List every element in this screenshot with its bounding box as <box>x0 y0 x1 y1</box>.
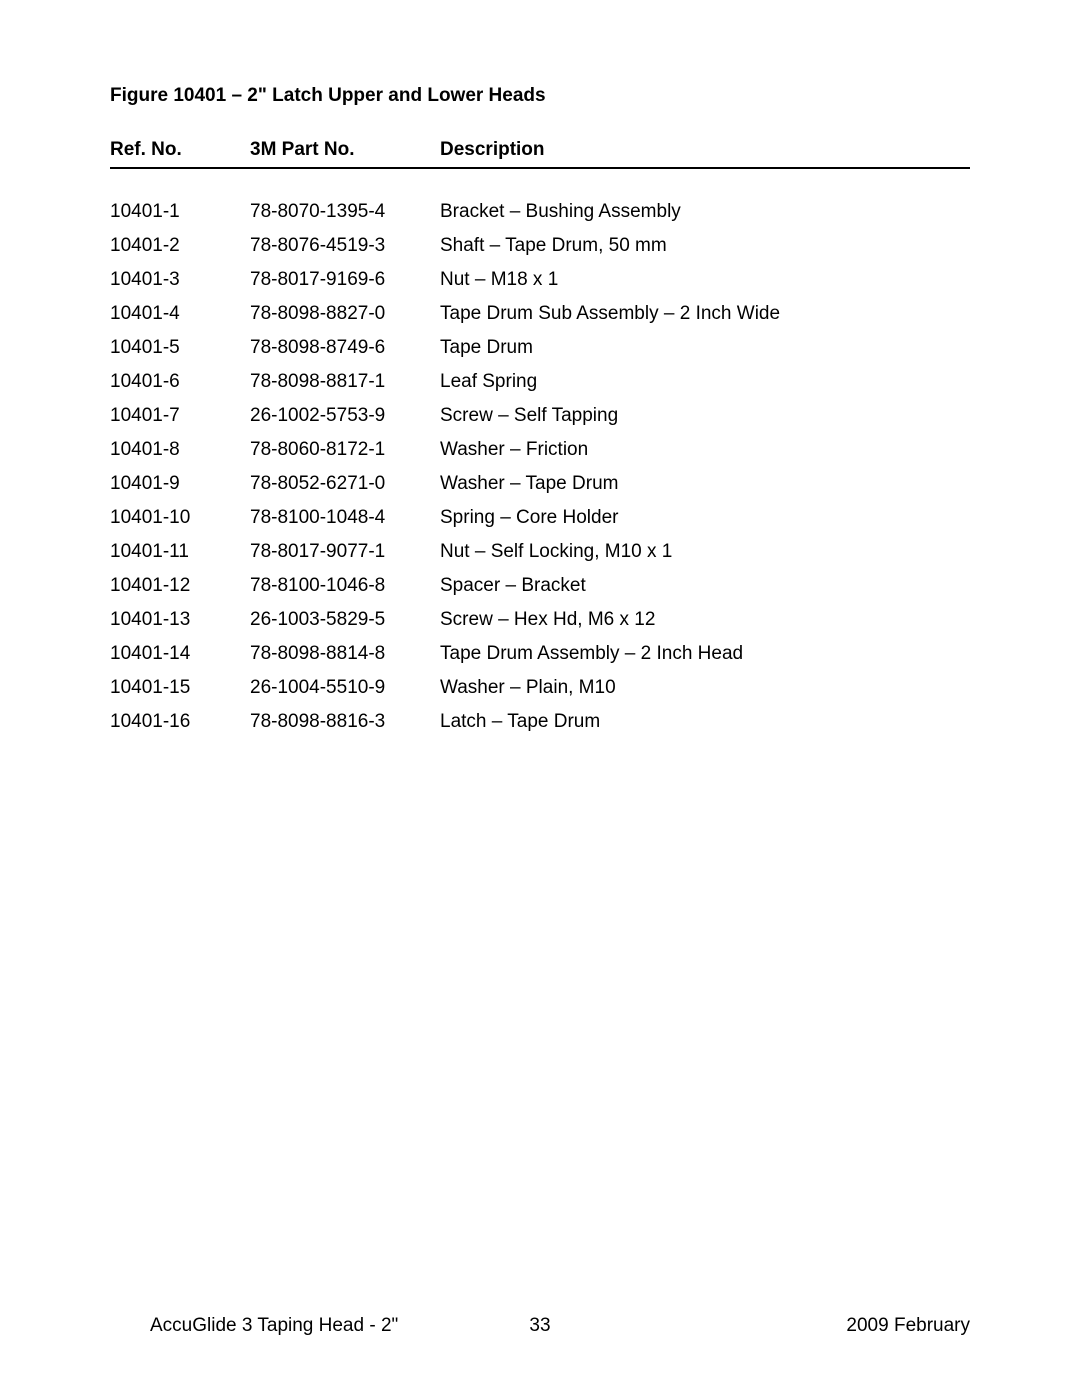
table-row: 10401-878-8060-8172-1Washer – Friction <box>110 433 970 467</box>
table-row: 10401-1326-1003-5829-5Screw – Hex Hd, M6… <box>110 603 970 637</box>
table-row: 10401-1178-8017-9077-1Nut – Self Locking… <box>110 535 970 569</box>
footer-page-number: 33 <box>529 1315 550 1337</box>
table-row: 10401-1526-1004-5510-9Washer – Plain, M1… <box>110 671 970 705</box>
page-footer: AccuGlide 3 Taping Head - 2" 33 2009 Feb… <box>0 1315 1080 1337</box>
cell-ref: 10401-4 <box>110 297 250 331</box>
cell-ref: 10401-2 <box>110 229 250 263</box>
cell-ref: 10401-1 <box>110 195 250 229</box>
table-row: 10401-678-8098-8817-1Leaf Spring <box>110 365 970 399</box>
cell-desc: Washer – Plain, M10 <box>440 671 970 705</box>
cell-part: 78-8060-8172-1 <box>250 433 440 467</box>
table-row: 10401-1478-8098-8814-8Tape Drum Assembly… <box>110 637 970 671</box>
cell-desc: Leaf Spring <box>440 365 970 399</box>
cell-ref: 10401-11 <box>110 535 250 569</box>
cell-part: 78-8017-9169-6 <box>250 263 440 297</box>
cell-desc: Spacer – Bracket <box>440 569 970 603</box>
footer-left: AccuGlide 3 Taping Head - 2" <box>150 1315 398 1337</box>
cell-part: 78-8100-1048-4 <box>250 501 440 535</box>
parts-table: Ref. No. 3M Part No. Description 10401-1… <box>110 139 970 739</box>
cell-ref: 10401-14 <box>110 637 250 671</box>
cell-desc: Latch – Tape Drum <box>440 705 970 739</box>
cell-ref: 10401-10 <box>110 501 250 535</box>
cell-desc: Washer – Friction <box>440 433 970 467</box>
page: Figure 10401 – 2" Latch Upper and Lower … <box>0 0 1080 1397</box>
cell-desc: Screw – Self Tapping <box>440 399 970 433</box>
cell-desc: Tape Drum Assembly – 2 Inch Head <box>440 637 970 671</box>
cell-part: 26-1002-5753-9 <box>250 399 440 433</box>
cell-desc: Nut – M18 x 1 <box>440 263 970 297</box>
cell-ref: 10401-13 <box>110 603 250 637</box>
table-row: 10401-1078-8100-1048-4Spring – Core Hold… <box>110 501 970 535</box>
cell-desc: Screw – Hex Hd, M6 x 12 <box>440 603 970 637</box>
cell-part: 26-1003-5829-5 <box>250 603 440 637</box>
cell-part: 78-8052-6271-0 <box>250 467 440 501</box>
table-header-spacer <box>110 168 970 195</box>
cell-ref: 10401-5 <box>110 331 250 365</box>
cell-ref: 10401-3 <box>110 263 250 297</box>
column-header-ref: Ref. No. <box>110 139 250 168</box>
table-row: 10401-1678-8098-8816-3Latch – Tape Drum <box>110 705 970 739</box>
table-row: 10401-726-1002-5753-9Screw – Self Tappin… <box>110 399 970 433</box>
cell-part: 78-8017-9077-1 <box>250 535 440 569</box>
cell-ref: 10401-15 <box>110 671 250 705</box>
table-body: 10401-178-8070-1395-4Bracket – Bushing A… <box>110 168 970 739</box>
cell-desc: Tape Drum <box>440 331 970 365</box>
cell-part: 78-8098-8816-3 <box>250 705 440 739</box>
cell-ref: 10401-6 <box>110 365 250 399</box>
table-row: 10401-378-8017-9169-6Nut – M18 x 1 <box>110 263 970 297</box>
cell-ref: 10401-7 <box>110 399 250 433</box>
table-row: 10401-478-8098-8827-0Tape Drum Sub Assem… <box>110 297 970 331</box>
cell-ref: 10401-9 <box>110 467 250 501</box>
cell-part: 26-1004-5510-9 <box>250 671 440 705</box>
column-header-part: 3M Part No. <box>250 139 440 168</box>
table-header: Ref. No. 3M Part No. Description <box>110 139 970 168</box>
cell-ref: 10401-12 <box>110 569 250 603</box>
cell-desc: Shaft – Tape Drum, 50 mm <box>440 229 970 263</box>
column-header-desc: Description <box>440 139 970 168</box>
cell-part: 78-8100-1046-8 <box>250 569 440 603</box>
cell-part: 78-8070-1395-4 <box>250 195 440 229</box>
footer-right: 2009 February <box>846 1315 970 1337</box>
cell-ref: 10401-16 <box>110 705 250 739</box>
cell-desc: Washer – Tape Drum <box>440 467 970 501</box>
cell-desc: Bracket – Bushing Assembly <box>440 195 970 229</box>
cell-part: 78-8098-8827-0 <box>250 297 440 331</box>
cell-ref: 10401-8 <box>110 433 250 467</box>
cell-part: 78-8076-4519-3 <box>250 229 440 263</box>
figure-title: Figure 10401 – 2" Latch Upper and Lower … <box>110 85 970 107</box>
cell-desc: Tape Drum Sub Assembly – 2 Inch Wide <box>440 297 970 331</box>
table-row: 10401-978-8052-6271-0Washer – Tape Drum <box>110 467 970 501</box>
cell-part: 78-8098-8749-6 <box>250 331 440 365</box>
cell-part: 78-8098-8817-1 <box>250 365 440 399</box>
cell-desc: Nut – Self Locking, M10 x 1 <box>440 535 970 569</box>
table-row: 10401-578-8098-8749-6Tape Drum <box>110 331 970 365</box>
table-row: 10401-1278-8100-1046-8Spacer – Bracket <box>110 569 970 603</box>
cell-desc: Spring – Core Holder <box>440 501 970 535</box>
cell-part: 78-8098-8814-8 <box>250 637 440 671</box>
table-row: 10401-178-8070-1395-4Bracket – Bushing A… <box>110 195 970 229</box>
table-row: 10401-278-8076-4519-3Shaft – Tape Drum, … <box>110 229 970 263</box>
